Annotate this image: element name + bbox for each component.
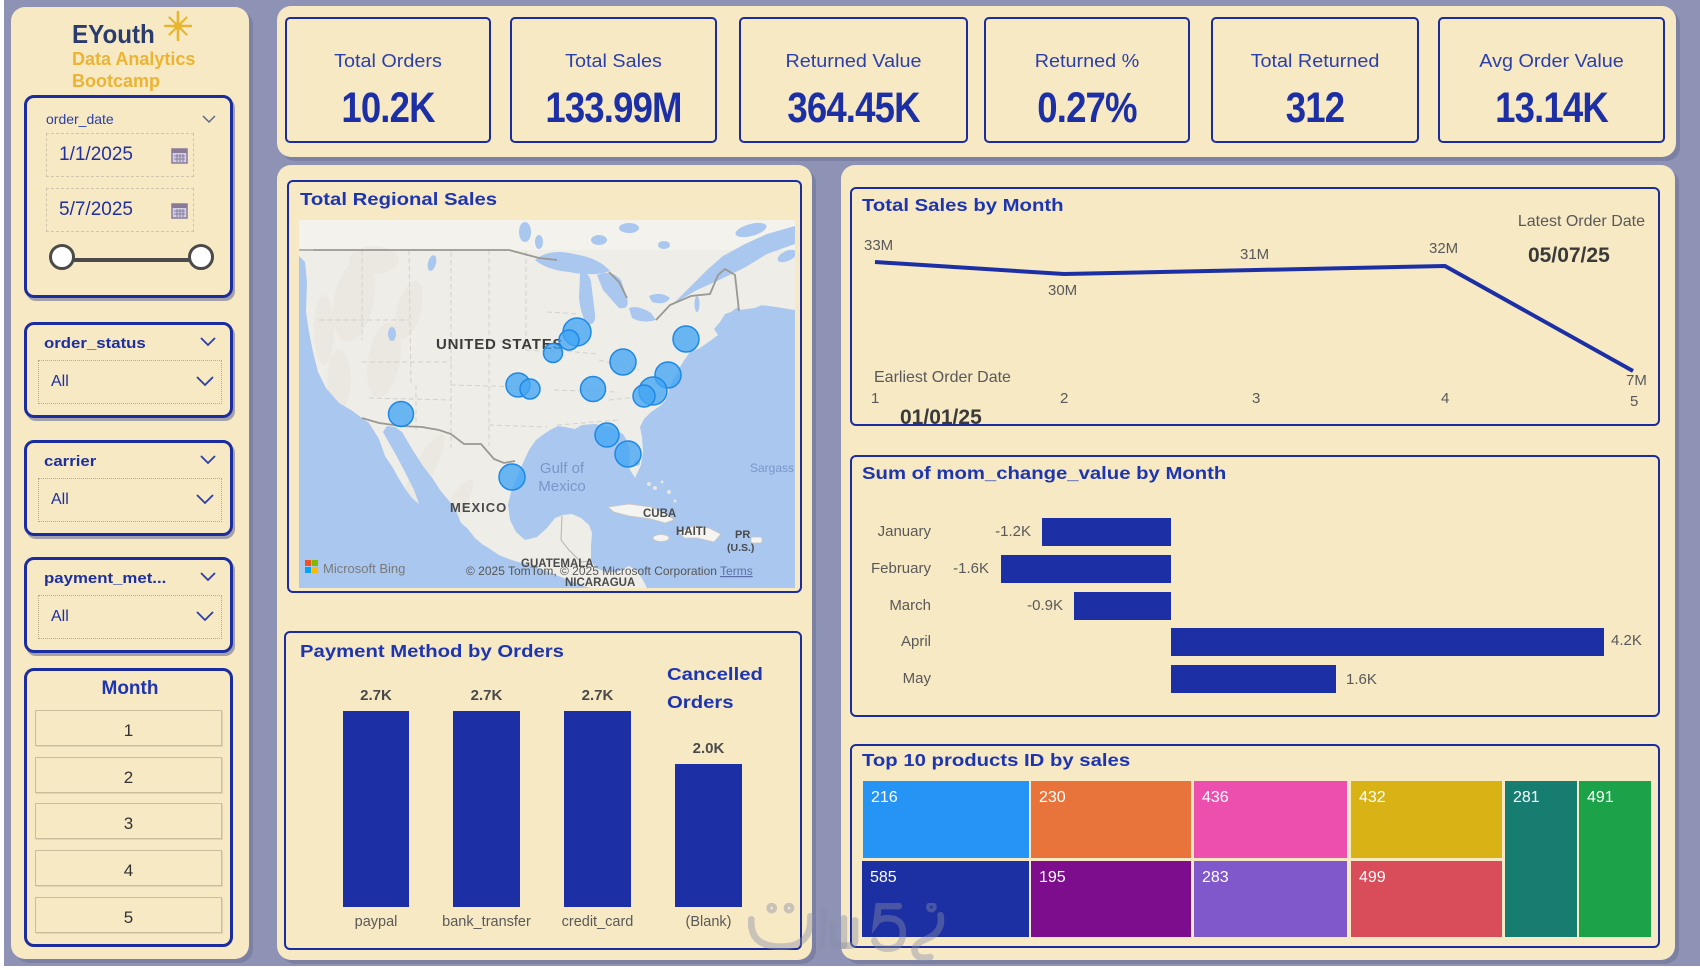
svg-text:NICARAGUA: NICARAGUA — [565, 577, 635, 588]
svg-text:(U.S.): (U.S.) — [727, 542, 754, 554]
svg-text:Gulf of: Gulf of — [540, 460, 585, 477]
svg-text:MEXICO: MEXICO — [450, 500, 507, 515]
svg-text:© 2025 TomTom, © 2025 Microsof: © 2025 TomTom, © 2025 Microsoft Corporat… — [466, 564, 753, 578]
svg-text:UNITED STATES: UNITED STATES — [436, 336, 563, 353]
svg-text:Mexico: Mexico — [538, 478, 586, 495]
svg-text:CUBA: CUBA — [643, 508, 676, 520]
svg-text:Microsoft Bing: Microsoft Bing — [323, 561, 405, 576]
svg-text:HAITI: HAITI — [676, 526, 706, 538]
svg-text:GUATEMALA: GUATEMALA — [521, 558, 594, 570]
svg-text:PR: PR — [735, 529, 750, 541]
svg-text:Sargass: Sargass — [750, 461, 794, 475]
